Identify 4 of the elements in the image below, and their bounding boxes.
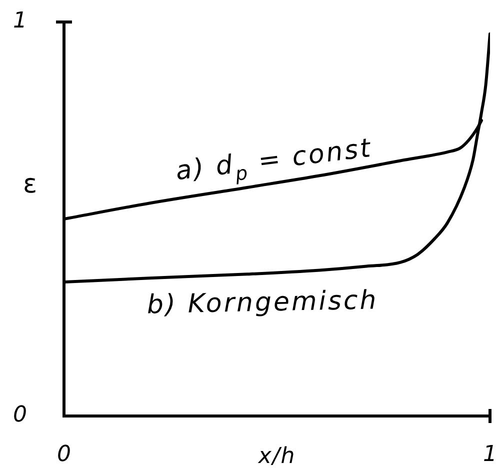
x-axis-title: x/h xyxy=(257,444,296,469)
text: a) dp = const xyxy=(174,133,374,187)
series-label: b) Korngemisch xyxy=(146,286,379,320)
y-axis-title: ε xyxy=(22,170,38,200)
